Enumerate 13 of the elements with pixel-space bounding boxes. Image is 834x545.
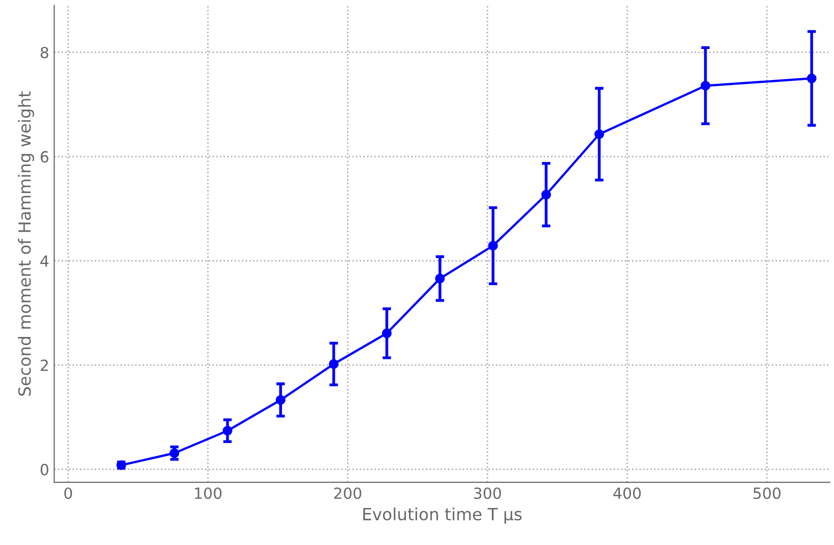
y-tick-label: 0 xyxy=(40,464,48,476)
x-tick-label: 200 xyxy=(334,487,362,500)
x-tick-label: 100 xyxy=(195,487,222,500)
x-axis-title: Evolution time T μs xyxy=(363,508,522,524)
x-tick-label: 400 xyxy=(613,487,641,500)
x-tick-label: 300 xyxy=(474,487,502,500)
y-tick-label: 2 xyxy=(40,360,48,371)
y-tick-label: 4 xyxy=(40,255,48,267)
x-tick-label: 500 xyxy=(754,487,781,500)
y-tick-label: 8 xyxy=(40,46,48,58)
y-axis-title: Second moment of Hamming weight xyxy=(18,91,34,396)
x-tick-label: 0 xyxy=(64,487,72,500)
y-tick-label: 6 xyxy=(40,151,48,163)
